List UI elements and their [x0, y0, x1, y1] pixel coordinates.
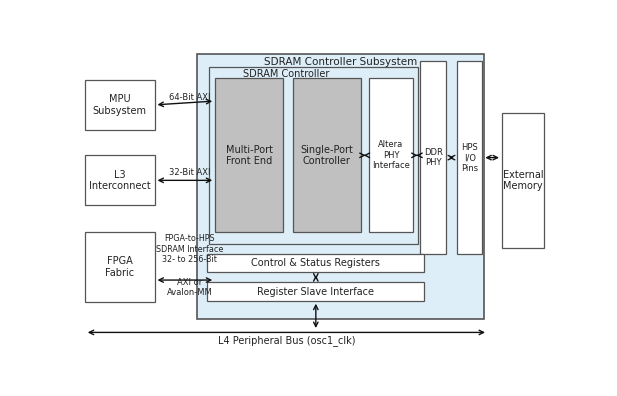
Text: L3
Interconnect: L3 Interconnect [89, 169, 151, 191]
Text: SDRAM Controller Subsystem: SDRAM Controller Subsystem [264, 57, 417, 67]
Bar [207, 254, 424, 272]
Text: Single-Port
Controller: Single-Port Controller [300, 145, 353, 166]
Text: FPGA
Fabric: FPGA Fabric [105, 256, 135, 278]
Bar [207, 282, 424, 301]
Text: External
Memory: External Memory [503, 169, 544, 191]
Bar [368, 78, 413, 232]
Bar [420, 61, 446, 254]
Bar [215, 78, 283, 232]
Text: SDRAM Controller: SDRAM Controller [243, 69, 329, 80]
Text: Altera
PHY
Interface: Altera PHY Interface [372, 141, 410, 170]
Bar [85, 155, 155, 206]
Text: 32-Bit AXI: 32-Bit AXI [169, 168, 210, 177]
Bar [85, 80, 155, 130]
Text: AXI or
Avalon-MM: AXI or Avalon-MM [167, 278, 212, 297]
Text: MPU
Subsystem: MPU Subsystem [93, 94, 147, 116]
Text: L4 Peripheral Bus (osc1_clk): L4 Peripheral Bus (osc1_clk) [218, 335, 355, 346]
Text: Multi-Port
Front End: Multi-Port Front End [226, 145, 273, 166]
Text: 64-Bit AXI: 64-Bit AXI [169, 93, 210, 102]
Bar [197, 54, 484, 319]
Text: Control & Status Registers: Control & Status Registers [251, 258, 380, 268]
Bar [457, 61, 482, 254]
Bar [209, 67, 418, 244]
Bar [85, 232, 155, 302]
Text: DDR
PHY: DDR PHY [424, 148, 442, 168]
Bar [502, 113, 544, 248]
Text: FPGA-to-HPS
SDRAM Interface
32- to 256-Bit: FPGA-to-HPS SDRAM Interface 32- to 256-B… [156, 234, 223, 264]
Text: Register Slave Interface: Register Slave Interface [257, 287, 375, 297]
Bar [292, 78, 361, 232]
Text: HPS
I/O
Pins: HPS I/O Pins [461, 143, 478, 173]
